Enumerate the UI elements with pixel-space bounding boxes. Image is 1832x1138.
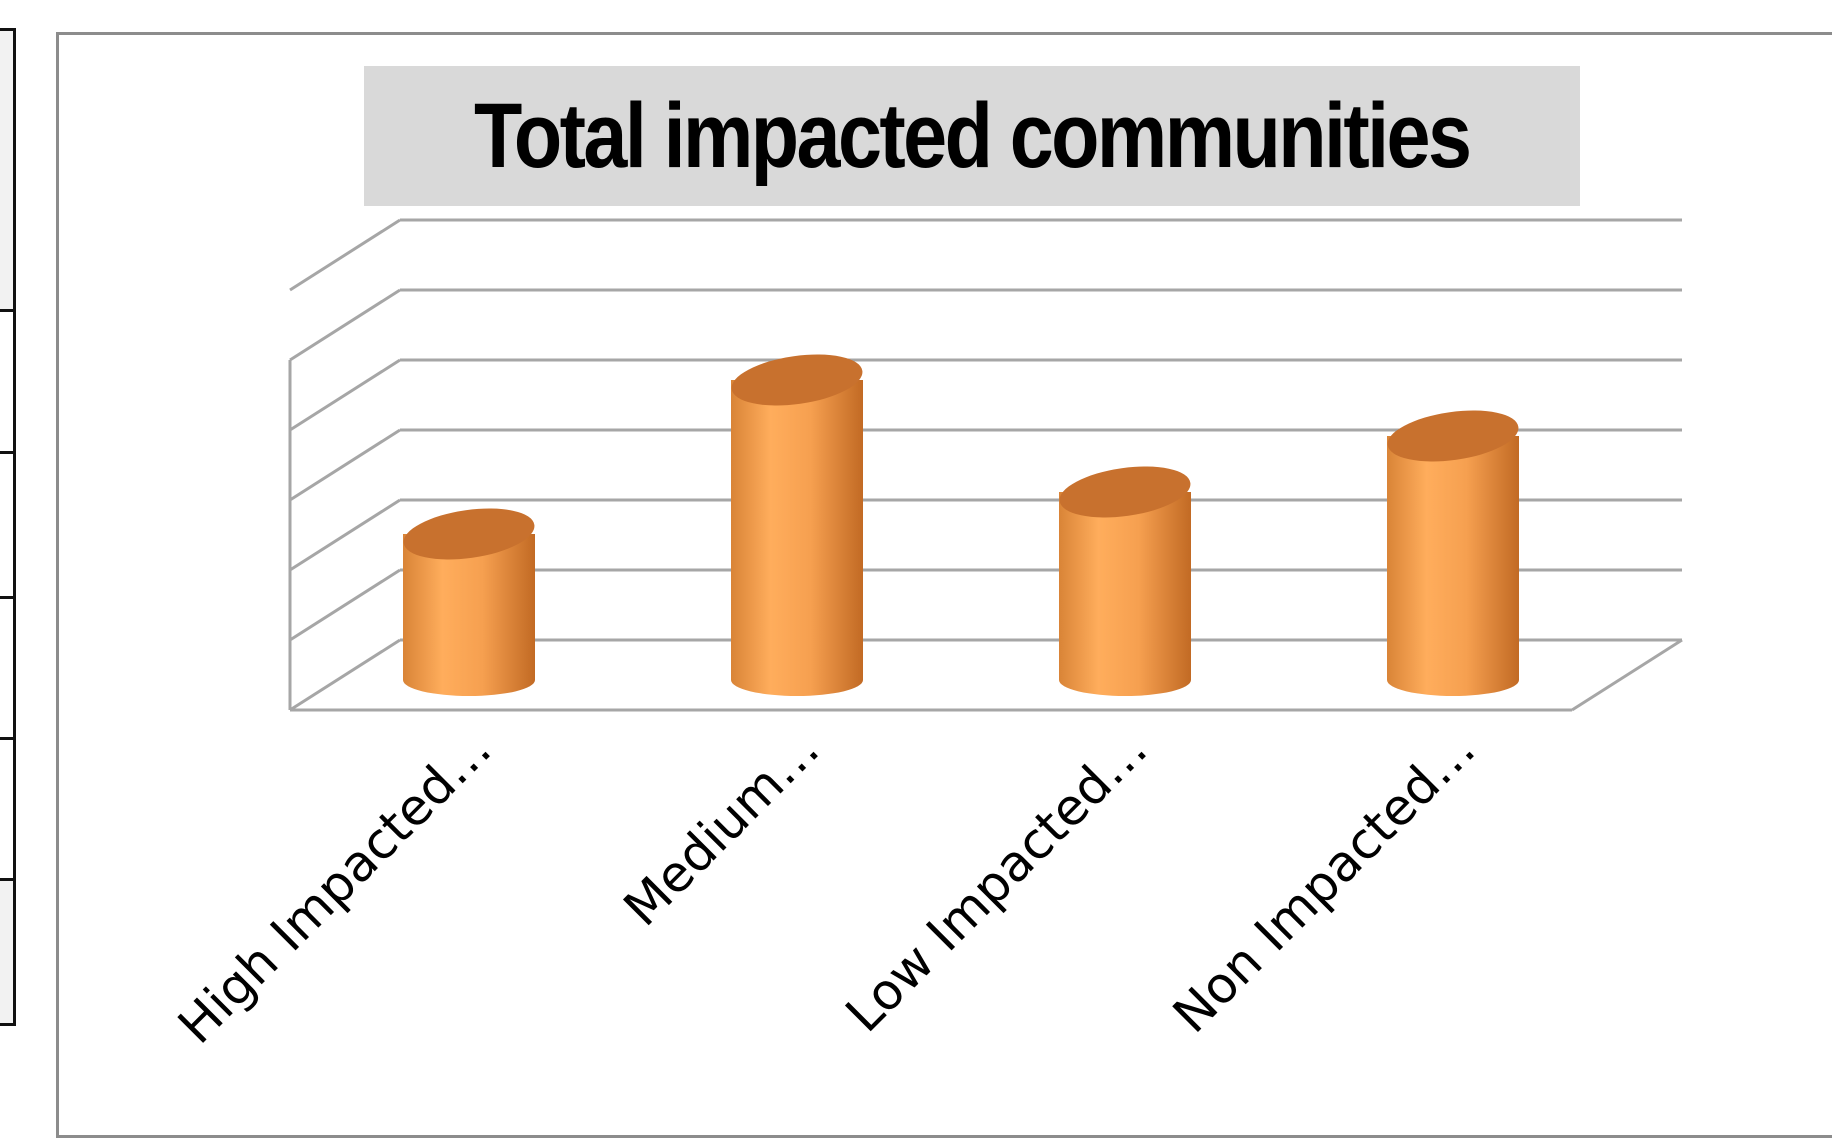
plot-area: High Impacted… Medium… Low Impacted… Non Im… — [167, 218, 1683, 1055]
bar-top — [1387, 410, 1519, 462]
category-label: Low Impacted… — [835, 719, 1159, 1043]
bar-body — [403, 534, 535, 696]
bars — [403, 354, 1519, 696]
gridline-side — [289, 358, 401, 432]
bar-body — [1059, 492, 1191, 696]
bar-top — [1059, 466, 1191, 518]
table-row — [0, 309, 16, 454]
bar-body — [731, 380, 863, 696]
gridline-side — [289, 568, 401, 642]
table-row — [0, 740, 16, 881]
gridline-side — [289, 638, 401, 712]
chart-title-box: Total impacted communities — [364, 66, 1580, 206]
gridline-side — [289, 498, 401, 572]
table-row — [0, 454, 16, 599]
floor-right-edge — [1571, 638, 1683, 712]
bar-body — [1387, 436, 1519, 696]
bar — [1059, 466, 1191, 696]
gridline-side — [289, 218, 401, 292]
chart-title: Total impacted communities — [474, 84, 1472, 187]
gridline-side — [289, 428, 401, 502]
table-row — [0, 599, 16, 740]
bar — [403, 508, 535, 696]
bar-top — [731, 354, 863, 406]
category-labels: High Impacted… Medium… Low Impacted… Non Im… — [167, 719, 1486, 1054]
category-label: Medium… — [613, 719, 831, 937]
bar-top — [403, 508, 535, 560]
category-label: Non Impacted… — [1162, 719, 1487, 1044]
table-row — [0, 881, 16, 1026]
left-table-edge — [0, 0, 16, 1092]
category-label: High Impacted… — [167, 719, 502, 1054]
bar — [1387, 410, 1519, 696]
bar — [731, 354, 863, 696]
gridline-side — [289, 288, 401, 362]
table-row — [0, 28, 16, 312]
